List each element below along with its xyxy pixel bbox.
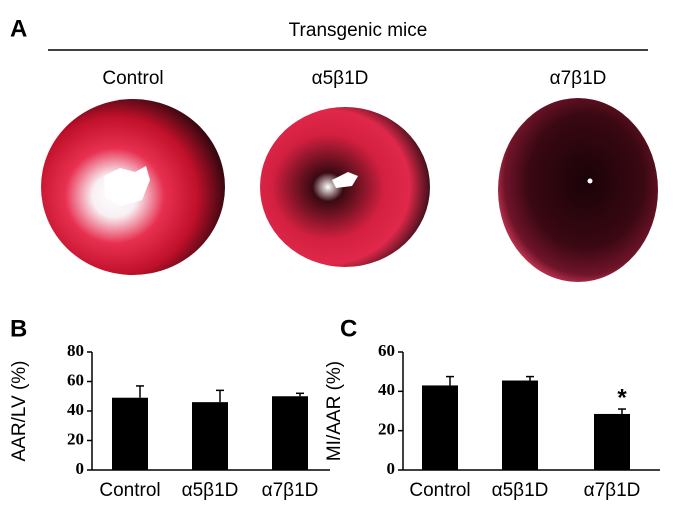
x-tick-label: Control [99, 480, 160, 501]
bar [272, 396, 308, 470]
y-tick-label: 60 [67, 370, 84, 389]
bar [502, 380, 538, 470]
column-label: Control [102, 68, 163, 89]
column-label: α5β1D [312, 68, 369, 89]
y-tick-label: 20 [378, 420, 395, 439]
y-axis-label: AAR/LV (%) [9, 360, 30, 461]
y-tick-label: 40 [67, 400, 84, 419]
y-axis-label: MI/AAR (%) [324, 361, 345, 461]
column-label: α7β1D [550, 68, 607, 89]
annotation: * [617, 384, 627, 411]
bar [594, 413, 630, 470]
x-tick-label: α7β1D [262, 480, 319, 501]
panel-label: A [10, 15, 27, 42]
heart-slice [498, 98, 658, 282]
y-tick-label: 0 [76, 459, 85, 478]
bar [192, 402, 228, 470]
y-tick-label: 80 [67, 341, 84, 360]
x-tick-label: Control [409, 480, 470, 501]
heart-slices [41, 98, 658, 282]
y-tick-label: 60 [378, 341, 395, 360]
x-tick-label: α7β1D [584, 480, 641, 501]
bar [422, 385, 458, 470]
heart-lumen [104, 166, 150, 206]
y-tick-label: 40 [378, 380, 395, 399]
x-tick-label: α5β1D [182, 480, 239, 501]
heart-lumen [587, 178, 593, 184]
panel-label: C [340, 315, 357, 342]
heart-lumen [332, 172, 358, 188]
y-tick-label: 0 [387, 459, 396, 478]
panel-label: B [10, 315, 27, 342]
panel-title: Transgenic mice [289, 20, 428, 41]
bar [112, 397, 148, 470]
heart-slice [260, 107, 430, 267]
x-tick-label: α5β1D [492, 480, 549, 501]
y-tick-label: 20 [67, 429, 84, 448]
